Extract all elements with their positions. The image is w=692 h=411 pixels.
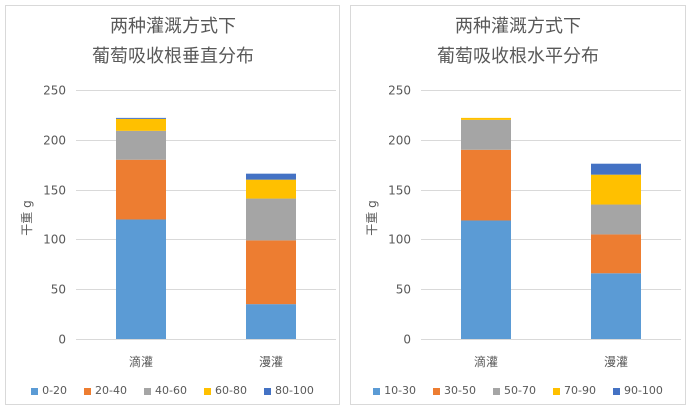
legend-label: 80-100 <box>274 384 314 397</box>
x-category-label: 滴灌 <box>474 354 498 369</box>
y-tick-label: 100 <box>43 233 66 247</box>
y-tick-label: 100 <box>388 233 411 247</box>
legend-swatch <box>433 387 441 395</box>
x-category-label: 滴灌 <box>129 354 153 369</box>
y-axis-label: 干重 g <box>365 200 379 235</box>
bar-segment <box>591 174 641 205</box>
legend-swatch <box>84 387 92 395</box>
bar-segment <box>461 119 511 150</box>
legend-label: 70-90 <box>563 384 596 397</box>
legend-swatch <box>203 387 211 395</box>
bar-segment <box>116 117 166 119</box>
bar-segment <box>246 173 296 180</box>
x-category-label: 漫灌 <box>604 355 628 369</box>
legend-label: 60-80 <box>214 384 247 397</box>
bar-segment <box>116 130 166 160</box>
legend-swatch <box>144 387 152 395</box>
legend-item: 20-40 <box>84 384 127 398</box>
chart-title-line: 葡萄吸收根水平分布 <box>437 46 599 67</box>
bar-segment <box>461 117 511 120</box>
legend-label: 50-70 <box>504 384 536 397</box>
legend-item: 60-80 <box>203 384 247 398</box>
y-tick-label: 0 <box>58 333 66 347</box>
y-tick-label: 250 <box>43 84 66 98</box>
y-tick-label: 50 <box>396 283 411 297</box>
legend-label: 0-20 <box>42 384 68 397</box>
legend-item: 30-50 <box>433 384 476 398</box>
x-category-label: 漫灌 <box>259 355 283 369</box>
bar-segment <box>116 219 166 339</box>
chart-title-line: 两种灌溉方式下 <box>455 16 581 37</box>
bar-segment <box>461 220 511 339</box>
chart-title-line: 葡萄吸收根垂直分布 <box>92 46 254 67</box>
bar-segment <box>591 204 641 235</box>
chart-legend: 0-20 20-40 40-60 60-80 80-100 <box>6 384 339 398</box>
chart-panel-vertical-distribution: 两种灌溉方式下 葡萄吸收根垂直分布 0 50 100 150 200 250 干重 g 滴灌 漫灌 … <box>5 5 340 405</box>
bar-segment <box>591 234 641 274</box>
legend-label: 10-30 <box>384 384 417 397</box>
legend-item: 0-20 <box>31 384 67 398</box>
bar-segment <box>246 198 296 241</box>
y-tick-label: 50 <box>51 283 66 297</box>
legend-label: 40-60 <box>155 384 187 397</box>
legend-swatch <box>493 387 501 395</box>
chart-panel-horizontal-distribution: 两种灌溉方式下 葡萄吸收根水平分布 0 50 100 150 200 250 干重 g 滴灌 漫灌 … <box>350 5 686 405</box>
legend-label: 30-50 <box>444 384 477 397</box>
legend-item: 70-90 <box>552 384 596 398</box>
bar-segment <box>591 163 641 175</box>
legend-label: 20-40 <box>95 384 128 397</box>
bar-segment <box>246 179 296 199</box>
y-tick-label: 200 <box>43 134 66 148</box>
bar-segment <box>246 304 296 339</box>
bar-segment <box>461 149 511 221</box>
legend-swatch <box>373 387 381 395</box>
legend-swatch <box>552 387 560 395</box>
chart-legend: 10-30 30-50 50-70 70-90 90-100 <box>351 384 685 398</box>
legend-swatch <box>31 387 39 395</box>
bar-segment <box>246 240 296 305</box>
legend-item: 80-100 <box>263 384 314 398</box>
bar-segment <box>116 159 166 220</box>
legend-item: 10-30 <box>373 384 416 398</box>
y-tick-label: 0 <box>403 333 411 347</box>
bar-segment <box>116 118 166 131</box>
bar-segment <box>591 273 641 339</box>
legend-item: 50-70 <box>493 384 536 398</box>
legend-swatch <box>612 387 620 395</box>
y-axis-label: 干重 g <box>20 200 34 235</box>
y-tick-label: 200 <box>388 134 411 148</box>
chart-title-line: 两种灌溉方式下 <box>110 16 236 37</box>
y-tick-label: 250 <box>388 84 411 98</box>
legend-item: 90-100 <box>612 384 663 398</box>
legend-item: 40-60 <box>144 384 187 398</box>
legend-swatch <box>263 387 271 395</box>
y-tick-label: 150 <box>388 184 411 198</box>
legend-label: 90-100 <box>623 384 663 397</box>
y-tick-label: 150 <box>43 184 66 198</box>
